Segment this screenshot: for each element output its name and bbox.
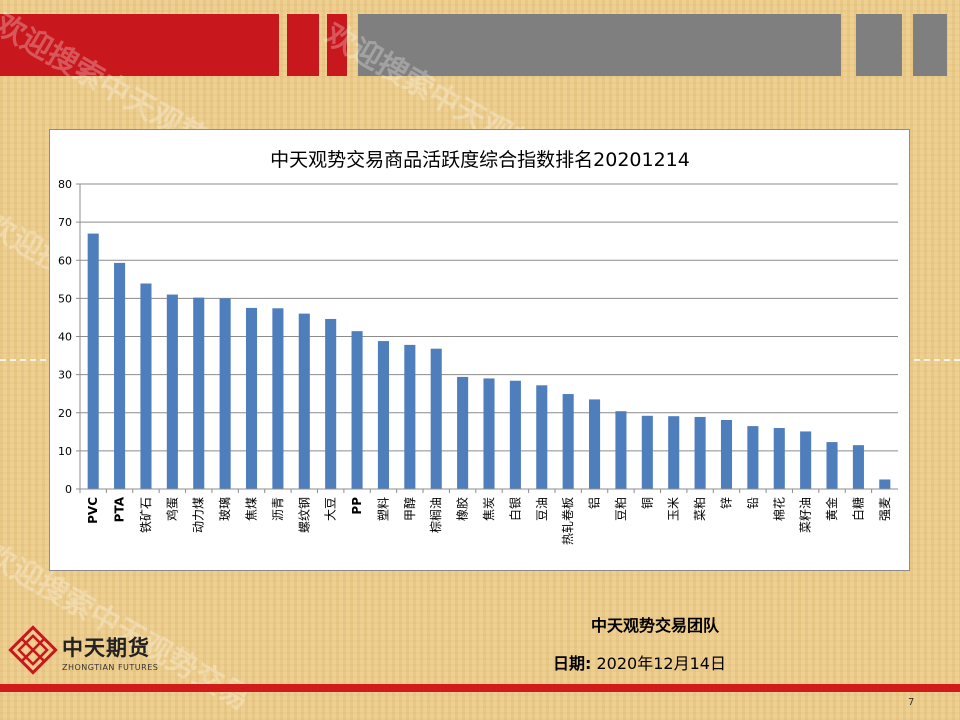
bar-大豆 xyxy=(325,318,337,489)
bar-玉米 xyxy=(668,416,680,489)
bar-鸡蛋 xyxy=(166,294,178,489)
x-tick-label: 螺纹钢 xyxy=(297,497,311,533)
y-tick-label: 70 xyxy=(58,216,72,229)
x-tick-label: 鸡蛋 xyxy=(164,497,179,521)
x-tick-label: 豆粕 xyxy=(613,497,628,521)
bar-PVC xyxy=(87,233,99,489)
bar-热轧卷板 xyxy=(562,394,574,489)
logo-subtitle: ZHONGTIAN FUTURES xyxy=(62,663,159,672)
bar-铁矿石 xyxy=(140,283,152,489)
y-tick-label: 30 xyxy=(58,369,72,382)
bar-强麦 xyxy=(879,479,891,489)
bar-橡胶 xyxy=(457,376,469,489)
header-gray-block-2 xyxy=(856,14,902,76)
x-tick-label: 焦炭 xyxy=(482,497,496,521)
x-tick-label: 焦煤 xyxy=(245,497,259,521)
header-gray-block-3 xyxy=(913,14,947,76)
header-gray-block-1 xyxy=(358,14,841,76)
bar-螺纹钢 xyxy=(298,313,310,489)
bar-白银 xyxy=(509,380,521,489)
x-tick-label: 黄金 xyxy=(824,497,839,521)
date-line: 日期: 2020年12月14日 xyxy=(553,650,726,674)
bar-玻璃 xyxy=(219,298,231,489)
bar-塑料 xyxy=(377,341,389,489)
header-red-block-3 xyxy=(327,14,347,76)
bar-豆油 xyxy=(536,385,548,489)
x-tick-label: 棕榈油 xyxy=(428,497,443,533)
y-tick-label: 50 xyxy=(58,292,72,305)
x-tick-label: 动力煤 xyxy=(192,497,206,533)
x-tick-label: PVC xyxy=(86,497,100,524)
bar-铜 xyxy=(641,415,653,489)
x-tick-label: 铁矿石 xyxy=(139,497,153,533)
bar-PTA xyxy=(114,262,126,489)
y-tick-label: 0 xyxy=(65,483,72,496)
bar-黄金 xyxy=(826,442,838,489)
bar-菜粕 xyxy=(694,416,706,489)
bar-chart: 中天观势交易商品活跃度综合指数排名20201214 0 10 20 30 40 50 60 7… xyxy=(58,149,898,545)
x-tick-label: 玉米 xyxy=(667,497,681,521)
x-tick-label: 白糖 xyxy=(850,497,865,521)
x-tick-label: 强麦 xyxy=(878,497,892,521)
x-tick-label: PP xyxy=(350,497,364,515)
bar-沥青 xyxy=(272,308,284,489)
x-tick-label: 白银 xyxy=(507,497,522,521)
footer-red-strip xyxy=(0,684,960,692)
x-tick-label: 橡胶 xyxy=(455,497,470,521)
x-tick-label: 铅 xyxy=(746,497,760,509)
bars xyxy=(87,233,891,489)
date-value: 2020年12月14日 xyxy=(596,654,726,673)
bar-PP xyxy=(351,331,363,489)
y-tick-label: 10 xyxy=(58,445,72,458)
bar-锌 xyxy=(720,419,733,489)
chart-title: 中天观势交易商品活跃度综合指数排名20201214 xyxy=(270,149,690,171)
y-tick-label: 20 xyxy=(58,407,72,420)
x-tick-label: PTA xyxy=(113,496,127,522)
x-tick-label: 沥青 xyxy=(271,497,285,521)
logo-name: 中天期货 xyxy=(62,636,150,660)
x-tick-label: 菜粕 xyxy=(692,497,707,521)
bar-铅 xyxy=(747,426,759,489)
chart-panel: 中天观势交易商品活跃度综合指数排名20201214 0 10 20 30 40 50 60 7… xyxy=(49,129,910,571)
x-tick-label: 锌 xyxy=(719,497,733,509)
x-tick-label: 大豆 xyxy=(324,497,338,521)
team-name: 中天观势交易团队 xyxy=(590,616,719,635)
bar-豆粕 xyxy=(615,411,627,489)
bar-焦炭 xyxy=(483,378,495,489)
bar-白糖 xyxy=(852,445,864,489)
grid-lines xyxy=(80,183,898,452)
y-axis-ticks: 0 10 20 30 40 50 60 70 80 xyxy=(58,178,80,496)
x-tick-label: 铜 xyxy=(639,497,654,509)
x-tick-label: 菜籽油 xyxy=(799,497,813,533)
y-tick-label: 40 xyxy=(58,331,72,344)
bar-甲醇 xyxy=(404,344,416,489)
header-red-block-1 xyxy=(0,14,279,76)
page-number: 7 xyxy=(908,697,915,708)
x-tick-label: 豆油 xyxy=(535,497,549,521)
bar-铝 xyxy=(589,399,601,489)
y-tick-label: 60 xyxy=(58,254,72,267)
x-tick-label: 热轧卷板 xyxy=(560,497,575,545)
x-tick-label: 甲醇 xyxy=(402,497,417,521)
x-tick-label: 铝 xyxy=(587,497,602,509)
header-red-block-2 xyxy=(287,14,319,76)
date-label: 日期: xyxy=(553,654,592,673)
bar-动力煤 xyxy=(193,297,205,489)
y-tick-label: 80 xyxy=(58,178,72,191)
bar-焦煤 xyxy=(245,307,258,489)
company-logo-icon xyxy=(8,625,58,675)
x-axis-labels: PVC PTA 铁矿石 鸡蛋 动力煤 玻璃 焦煤 沥青 螺纹钢 大豆 PP 塑料 甲醇 棕榈油 橡胶 焦炭 白银… xyxy=(79,489,892,545)
bar-棉花 xyxy=(773,428,785,489)
x-tick-label: 玻璃 xyxy=(218,497,232,521)
x-tick-label: 塑料 xyxy=(375,497,390,521)
bar-棕榈油 xyxy=(430,348,442,489)
x-tick-label: 棉花 xyxy=(771,497,786,521)
bar-菜籽油 xyxy=(800,431,812,489)
